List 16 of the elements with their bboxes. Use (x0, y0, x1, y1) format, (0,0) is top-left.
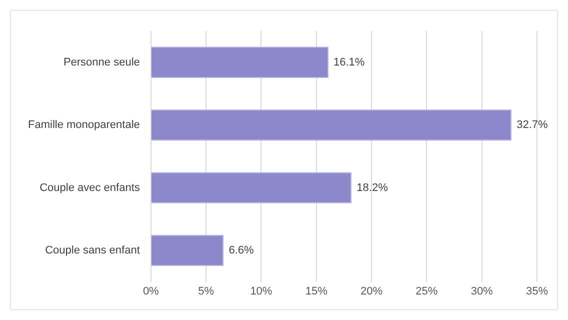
y-tick-label: Couple avec enfants (40, 182, 140, 194)
y-tick-label: Couple sans enfant (45, 244, 140, 256)
x-tick-label: 5% (198, 285, 214, 298)
x-tick-label: 10% (250, 285, 272, 298)
x-tick-label: 30% (470, 285, 494, 298)
x-tick-label: 15% (305, 285, 328, 298)
x-tick-label: 25% (416, 285, 438, 298)
data-label: 16.1% (334, 56, 365, 68)
x-tick-label: 20% (360, 285, 383, 298)
y-tick-label: Famille monoparentale (28, 119, 140, 132)
x-tick-label: 0% (142, 285, 160, 298)
y-tick-label: Personne seule (63, 56, 140, 68)
data-label: 32.7% (516, 119, 548, 132)
data-label: 18.2% (356, 182, 388, 194)
x-tick-label: 35% (526, 285, 548, 298)
data-label: 6.6% (228, 244, 254, 256)
